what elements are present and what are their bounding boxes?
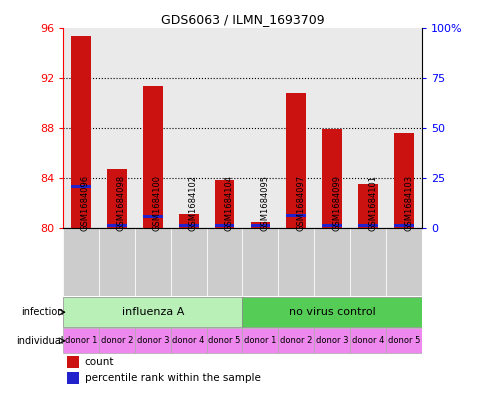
Bar xyxy=(206,28,242,228)
Text: no virus control: no virus control xyxy=(288,307,375,317)
Bar xyxy=(206,228,242,296)
Bar xyxy=(143,86,162,228)
Bar xyxy=(322,224,341,227)
Text: GSM1684098: GSM1684098 xyxy=(117,175,126,231)
Text: GSM1684104: GSM1684104 xyxy=(224,175,233,231)
Bar xyxy=(63,297,242,327)
Bar xyxy=(214,180,234,228)
Bar xyxy=(358,224,377,227)
Text: GSM1684095: GSM1684095 xyxy=(260,175,269,231)
Bar xyxy=(107,169,126,228)
Text: GSM1684096: GSM1684096 xyxy=(81,175,90,231)
Text: donor 4: donor 4 xyxy=(172,336,204,345)
Bar xyxy=(170,28,206,228)
Text: GSM1684102: GSM1684102 xyxy=(188,175,197,231)
Bar xyxy=(242,228,278,296)
Bar xyxy=(349,329,385,353)
Text: GSM1684097: GSM1684097 xyxy=(296,175,305,231)
Text: GSM1684101: GSM1684101 xyxy=(367,175,377,231)
Bar xyxy=(278,329,314,353)
Text: percentile rank within the sample: percentile rank within the sample xyxy=(84,373,260,383)
Bar xyxy=(71,36,91,228)
Bar xyxy=(71,185,91,188)
Text: GSM1684103: GSM1684103 xyxy=(403,175,412,231)
Bar xyxy=(358,184,377,228)
Bar xyxy=(107,224,126,227)
Text: donor 1: donor 1 xyxy=(244,336,276,345)
Bar xyxy=(250,222,270,228)
Bar xyxy=(393,224,413,227)
Bar xyxy=(278,28,314,228)
Bar xyxy=(349,28,385,228)
Bar xyxy=(66,372,79,384)
Bar xyxy=(385,329,421,353)
Bar xyxy=(170,228,206,296)
Text: donor 2: donor 2 xyxy=(101,336,133,345)
Bar xyxy=(99,228,135,296)
Bar xyxy=(278,228,314,296)
Bar xyxy=(206,329,242,353)
Bar xyxy=(66,356,79,368)
Bar xyxy=(99,28,135,228)
Bar xyxy=(143,215,162,218)
Bar xyxy=(242,329,278,353)
Bar xyxy=(250,224,270,227)
Text: count: count xyxy=(84,357,114,367)
Bar xyxy=(135,228,170,296)
Bar xyxy=(393,133,413,228)
Bar xyxy=(286,214,305,217)
Bar xyxy=(385,28,421,228)
Bar xyxy=(314,28,349,228)
Text: donor 3: donor 3 xyxy=(315,336,348,345)
Bar xyxy=(135,329,170,353)
Text: donor 4: donor 4 xyxy=(351,336,383,345)
Text: donor 5: donor 5 xyxy=(387,336,419,345)
Text: influenza A: influenza A xyxy=(121,307,183,317)
Bar xyxy=(385,228,421,296)
Text: individual: individual xyxy=(16,336,63,346)
Bar xyxy=(214,224,234,227)
Bar xyxy=(314,228,349,296)
Bar xyxy=(135,28,170,228)
Bar xyxy=(314,329,349,353)
Text: donor 3: donor 3 xyxy=(136,336,169,345)
Text: donor 5: donor 5 xyxy=(208,336,240,345)
Bar xyxy=(322,129,341,228)
Text: infection: infection xyxy=(21,307,63,317)
Bar xyxy=(349,228,385,296)
Bar xyxy=(179,224,198,227)
Text: donor 1: donor 1 xyxy=(65,336,97,345)
Bar xyxy=(179,214,198,228)
Text: donor 2: donor 2 xyxy=(280,336,312,345)
Bar xyxy=(242,297,421,327)
Title: GDS6063 / ILMN_1693709: GDS6063 / ILMN_1693709 xyxy=(160,13,324,26)
Bar xyxy=(63,329,99,353)
Text: GSM1684099: GSM1684099 xyxy=(332,175,341,231)
Text: GSM1684100: GSM1684100 xyxy=(152,175,162,231)
Bar xyxy=(286,93,305,228)
Bar xyxy=(170,329,206,353)
Bar xyxy=(242,28,278,228)
Bar xyxy=(63,228,99,296)
Bar xyxy=(63,28,99,228)
Bar xyxy=(99,329,135,353)
